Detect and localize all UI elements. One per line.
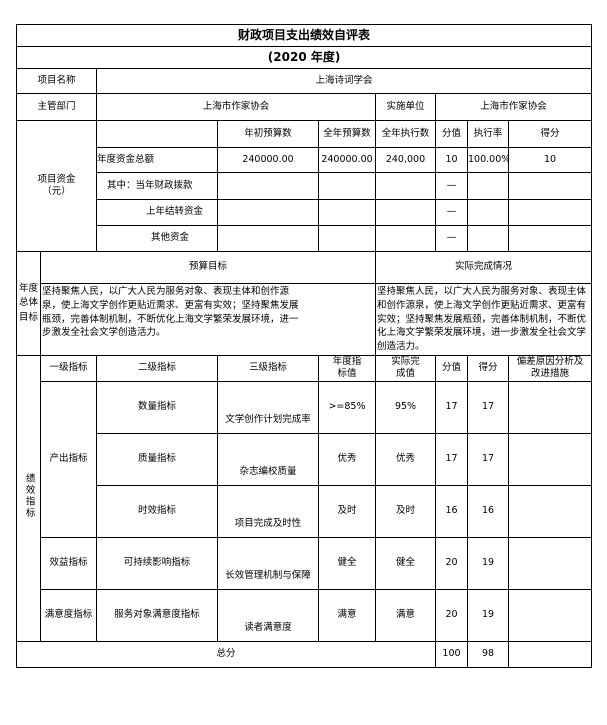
ind-header: 实际完成值	[375, 354, 436, 382]
ind-header: 三级指标	[217, 354, 319, 382]
ind-header: 年度指标值	[318, 354, 376, 382]
impl-label: 实施单位	[375, 93, 436, 121]
level1-output: 产出指标	[40, 380, 97, 538]
funds-header: 全年执行数	[375, 120, 436, 148]
performance-evaluation-table: 财政项目支出绩效自评表 (2020 年度) 项目名称 上海诗词学会 主管部门 上海市…	[15, 24, 593, 668]
goals-label: 年度总体目标	[16, 251, 41, 356]
funds-row: 年度资金总额 240000.00 240000.00 240,000 10 100.00%…	[17, 147, 593, 173]
total-weight: 100	[435, 640, 468, 668]
table-title: 财政项目支出绩效自评表	[15, 24, 593, 47]
indicator-row: 时效指标 项目完成及时性 及时 及时 16 16	[17, 484, 593, 538]
funds-row: 其他资金 —	[17, 225, 593, 252]
funds-header: 分值	[435, 120, 468, 148]
indicator-row: 质量指标 杂志编校质量 优秀 优秀 17 17	[17, 432, 593, 486]
funds-row: 上年结转资金 —	[17, 199, 593, 226]
indicator-row: 满意度指标 服务对象满意度指标 读者满意度 满意 满意 20 19	[17, 588, 593, 642]
ind-header: 一级指标	[40, 354, 97, 382]
dept-value: 上海市作家协会	[96, 93, 376, 121]
project-name: 上海诗词学会	[95, 68, 593, 94]
funds-header: 执行率	[467, 120, 509, 148]
budget-goal-label: 预算目标	[40, 251, 376, 284]
total-label: 总分	[16, 640, 436, 668]
ind-header: 偏差原因分析及改进措施	[507, 354, 593, 382]
ind-header: 分值	[435, 354, 468, 382]
funds-header: 得分	[507, 120, 593, 148]
total-row: 总分 100 98	[16, 640, 593, 668]
ind-header: 得分	[467, 354, 509, 382]
table-subtitle: (2020 年度)	[15, 46, 593, 69]
impl-value: 上海市作家协会	[434, 93, 593, 121]
funds-header: 全年预算数	[318, 120, 376, 148]
funds-row: 其中：当年财政拨款 —	[17, 172, 593, 200]
indicator-row: 产出指标 数量指标 文学创作计划完成率 >=85% 95% 17 17	[17, 380, 593, 538]
indicators-label: 绩效指标	[16, 354, 41, 642]
funds-label: 项目资金（元）	[16, 120, 97, 252]
ind-header: 二级指标	[96, 354, 218, 382]
budget-goal-text: 坚持聚焦人民，以广大人民为服务对象、表现主体和创作源泉，使上海文学创作更贴近需求…	[40, 283, 376, 356]
dept-label: 主管部门	[16, 93, 97, 121]
actual-goal-label: 实际完成情况	[374, 251, 593, 284]
indicator-row: 效益指标 可持续影响指标 长效管理机制与保障 健全 健全 20 19	[17, 536, 593, 590]
level1-benefit: 效益指标	[40, 536, 97, 590]
total-score: 98	[467, 640, 509, 668]
funds-header: 年初预算数	[217, 120, 319, 148]
project-name-label: 项目名称	[16, 68, 97, 94]
level1-satisfaction: 满意度指标	[40, 588, 97, 642]
actual-goal-text: 坚持聚焦人民，以广大人民为服务对象、表现主体和创作源泉，使上海文学创作更贴近需求…	[374, 283, 593, 356]
